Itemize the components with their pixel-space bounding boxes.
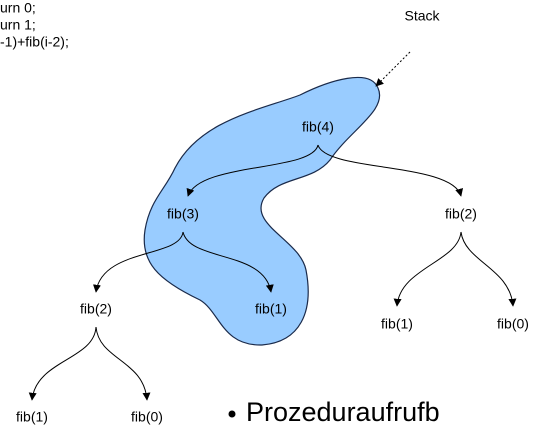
stack-arrow	[375, 51, 411, 87]
code-line: -1)+fib(i-2);	[0, 34, 69, 50]
node-label: fib(1)	[255, 301, 287, 317]
node-label: fib(0)	[497, 316, 529, 332]
stack-label: Stack	[404, 8, 440, 24]
edge	[460, 231, 517, 307]
bullet-dot	[228, 410, 236, 418]
node-label: fib(3)	[167, 206, 199, 222]
stack-region	[143, 76, 381, 346]
edge	[93, 231, 184, 293]
node-label: fib(0)	[131, 409, 163, 425]
edge	[182, 231, 274, 293]
edge	[28, 326, 97, 401]
edge	[186, 144, 319, 197]
code-line: urn 0;	[0, 0, 36, 16]
edge	[95, 326, 151, 401]
node-label: fib(1)	[16, 409, 48, 425]
edge	[317, 144, 463, 197]
edge	[393, 231, 462, 307]
node-label: fib(2)	[445, 206, 477, 222]
node-label: fib(1)	[381, 316, 413, 332]
node-label: fib(2)	[80, 301, 112, 317]
bullet-text: Prozeduraufrufb	[246, 397, 440, 427]
node-label: fib(4)	[302, 119, 334, 135]
code-line: urn 1;	[0, 17, 36, 33]
